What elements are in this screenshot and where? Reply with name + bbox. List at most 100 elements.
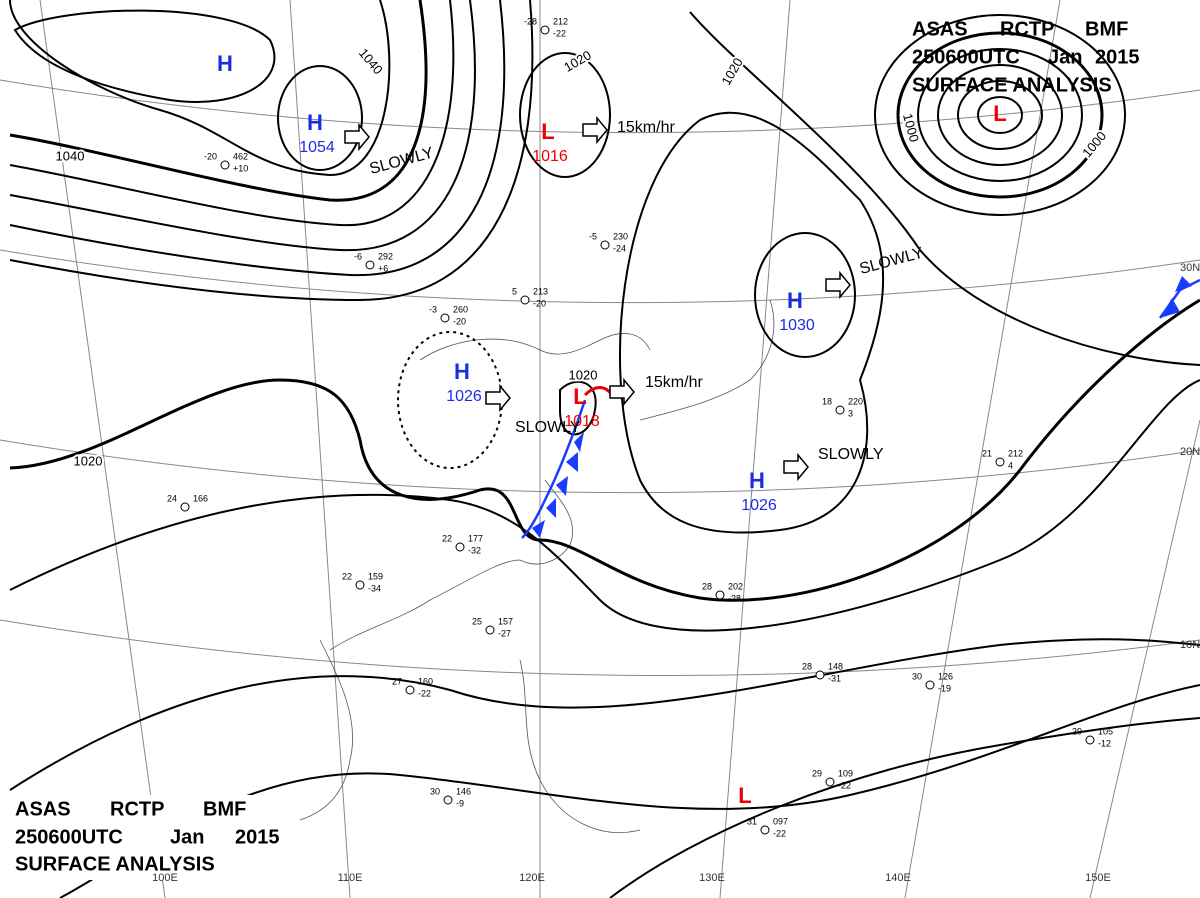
station-temp: 29 (1072, 726, 1082, 736)
station-temp: 18 (822, 396, 832, 406)
station-dewpoint: -34 (368, 583, 381, 593)
system-symbol: H (787, 288, 803, 313)
station-temp: 24 (167, 493, 177, 503)
station-marker (355, 580, 365, 590)
system-symbol: H (217, 51, 233, 76)
station-temp: 31 (747, 816, 757, 826)
station-pressure: 220 (848, 396, 863, 406)
system-symbol: H (454, 359, 470, 384)
movement-label: 15km/hr (645, 374, 703, 391)
system-symbol: L (573, 384, 586, 409)
station-dewpoint: -22 (418, 688, 431, 698)
station-marker (540, 25, 550, 35)
year: 2015 (235, 826, 280, 848)
movement-label: SLOWLY (818, 446, 884, 463)
station-marker (443, 795, 453, 805)
station-marker (485, 625, 495, 635)
station-temp: -6 (354, 251, 362, 261)
station-pressure: 146 (456, 786, 471, 796)
station-dewpoint: -20 (533, 298, 546, 308)
movement-label: 15km/hr (617, 119, 675, 136)
system-pressure: 1026 (446, 388, 482, 405)
station-temp: 28 (702, 581, 712, 591)
station-pressure: 157 (498, 616, 513, 626)
station-marker (925, 680, 935, 690)
station-pressure: 160 (418, 676, 433, 686)
longitude-label: 100E (152, 872, 178, 884)
station-temp: 30 (430, 786, 440, 796)
station-temp: 25 (472, 616, 482, 626)
station-temp: -20 (204, 151, 217, 161)
system-symbol: L (738, 783, 751, 808)
station-temp: 21 (982, 448, 992, 458)
system-pressure: 1030 (779, 317, 815, 334)
longitude-label: 150E (1085, 872, 1111, 884)
station-pressure: 212 (1008, 448, 1023, 458)
station-pressure: 202 (728, 581, 743, 591)
latitude-label: 30N (1180, 262, 1200, 274)
isobar-label: 1020 (74, 453, 103, 468)
system-pressure: 1054 (299, 139, 335, 156)
station-marker (365, 260, 375, 270)
station-temp: 29 (812, 768, 822, 778)
station-marker (815, 670, 825, 680)
fronts (521, 276, 1200, 539)
movement-label: SLOWLY (515, 419, 581, 436)
year: 2015 (1095, 46, 1140, 68)
system-pressure: 1016 (532, 148, 568, 165)
station: RCTP (110, 798, 164, 820)
station-dewpoint: -27 (498, 628, 511, 638)
longitude-label: 110E (338, 872, 363, 884)
header-box (10, 795, 290, 880)
station-dewpoint: -22 (773, 828, 786, 838)
station-marker (600, 240, 610, 250)
station-pressure: 159 (368, 571, 383, 581)
station-pressure: 109 (838, 768, 853, 778)
station-marker (1085, 735, 1095, 745)
system-symbol: H (749, 468, 765, 493)
station-pressure: 462 (233, 151, 248, 161)
time: 250600UTC (912, 46, 1020, 68)
latitude-label: 20N (1180, 446, 1200, 458)
longitude-label: 120E (519, 872, 545, 884)
station-pressure: 230 (613, 231, 628, 241)
station-marker (715, 590, 725, 600)
station-temp: 27 (392, 676, 402, 686)
station-marker (995, 457, 1005, 467)
longitude-label: 140E (885, 872, 911, 884)
station-dewpoint: 3 (848, 408, 853, 418)
longitude-label: 130E (699, 872, 725, 884)
time: 250600UTC (15, 826, 123, 848)
coastlines (299, 299, 775, 833)
station-pressure: 260 (453, 304, 468, 314)
station-temp: -3 (429, 304, 437, 314)
system-symbol: L (541, 119, 554, 144)
station-marker (405, 685, 415, 695)
station-marker (220, 160, 230, 170)
latitude-label: 10N (1180, 639, 1200, 651)
station-temp: 30 (912, 671, 922, 681)
system-symbol: L (993, 101, 1006, 126)
station-dewpoint: -22 (553, 28, 566, 38)
agency: ASAS (912, 18, 968, 40)
station-dewpoint: +6 (378, 263, 388, 273)
station-pressure: 292 (378, 251, 393, 261)
station-pressure: 126 (938, 671, 953, 681)
station-pressure: 166 (193, 493, 208, 503)
station-dewpoint: -32 (468, 545, 481, 555)
station: RCTP (1000, 18, 1054, 40)
title: SURFACE ANALYSIS (912, 74, 1112, 96)
station-dewpoint: -20 (453, 316, 466, 326)
month: Jan (1048, 46, 1082, 68)
isobar-label: 1020 (569, 367, 598, 382)
station-marker (835, 405, 845, 415)
system-pressure: 1026 (741, 497, 777, 514)
header-top: ASAS RCTP BMF 250600UTC Jan 2015 SURFACE… (912, 18, 1140, 96)
isobar-label: 1040 (56, 148, 85, 163)
station-marker (440, 313, 450, 323)
station-temp: -28 (524, 16, 537, 26)
station-pressure: 177 (468, 533, 483, 543)
station-dewpoint: 4 (1008, 460, 1013, 470)
station-pressure: 148 (828, 661, 843, 671)
